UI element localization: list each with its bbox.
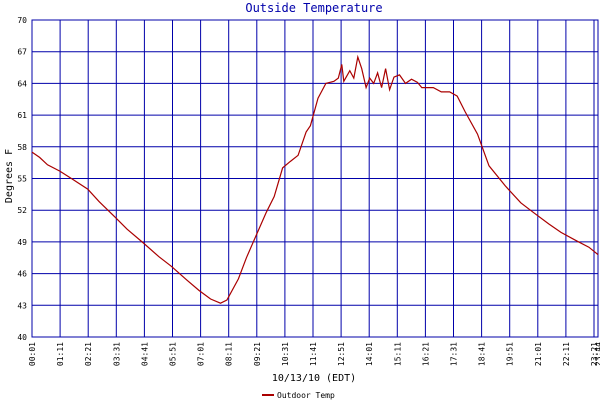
x-tick-label: 21:01 bbox=[534, 342, 543, 366]
x-tick-label: 16:21 bbox=[421, 342, 430, 366]
x-tick-label: 01:11 bbox=[56, 342, 65, 366]
x-tick-label: 15:11 bbox=[393, 342, 402, 366]
y-tick-label: 52 bbox=[17, 206, 27, 215]
y-tick-label: 64 bbox=[17, 79, 27, 88]
x-tick-label: 18:41 bbox=[478, 342, 487, 366]
x-tick-label: 23:44 bbox=[594, 342, 600, 366]
x-axis-title: 10/13/10 (EDT) bbox=[272, 373, 356, 384]
x-tick-label: 04:41 bbox=[140, 342, 149, 366]
plot-frame bbox=[31, 19, 599, 338]
x-tick-label: 10:31 bbox=[281, 342, 290, 366]
y-tick-label: 70 bbox=[17, 16, 27, 25]
y-tick-label: 43 bbox=[17, 301, 27, 310]
x-tick-label: 17:31 bbox=[450, 342, 459, 366]
legend: Outdoor Temp bbox=[262, 391, 335, 400]
y-axis-tick-labels: 40 43 46 49 52 55 58 61 64 67 70 bbox=[17, 16, 27, 342]
chart-title: Outside Temperature bbox=[245, 1, 382, 15]
y-tick-label: 61 bbox=[17, 111, 27, 120]
x-tick-label: 19:51 bbox=[506, 342, 515, 366]
x-tick-label: 05:51 bbox=[169, 342, 178, 366]
x-tick-label: 00:01 bbox=[28, 342, 37, 366]
x-tick-label: 02:21 bbox=[84, 342, 93, 366]
grid-lines bbox=[31, 19, 599, 338]
x-tick-label: 07:01 bbox=[197, 342, 206, 366]
legend-label-outdoor-temp: Outdoor Temp bbox=[277, 391, 335, 400]
x-axis-tick-labels: 00:01 01:11 02:21 03:31 04:41 05:51 07:01 08:11… bbox=[28, 342, 600, 366]
x-tick-label: 22:11 bbox=[562, 342, 571, 366]
x-tick-label: 12:51 bbox=[337, 342, 346, 366]
series-layer bbox=[31, 54, 599, 304]
y-tick-label: 49 bbox=[17, 238, 27, 247]
x-tick-label: 09:21 bbox=[253, 342, 262, 366]
x-tick-label: 03:31 bbox=[112, 342, 121, 366]
y-tick-label: 67 bbox=[17, 48, 27, 57]
series-line-outdoor-temp bbox=[31, 54, 599, 304]
y-tick-label: 46 bbox=[17, 270, 27, 279]
x-tick-label: 23:21 bbox=[590, 342, 599, 366]
y-axis-title: Degrees F bbox=[4, 149, 15, 203]
y-tick-label: 40 bbox=[17, 333, 27, 342]
y-tick-label: 55 bbox=[17, 175, 27, 184]
x-tick-label: 08:11 bbox=[225, 342, 234, 366]
x-tick-label: 11:41 bbox=[309, 342, 318, 366]
x-tick-label: 14:01 bbox=[365, 342, 374, 366]
y-tick-label: 58 bbox=[17, 143, 27, 152]
